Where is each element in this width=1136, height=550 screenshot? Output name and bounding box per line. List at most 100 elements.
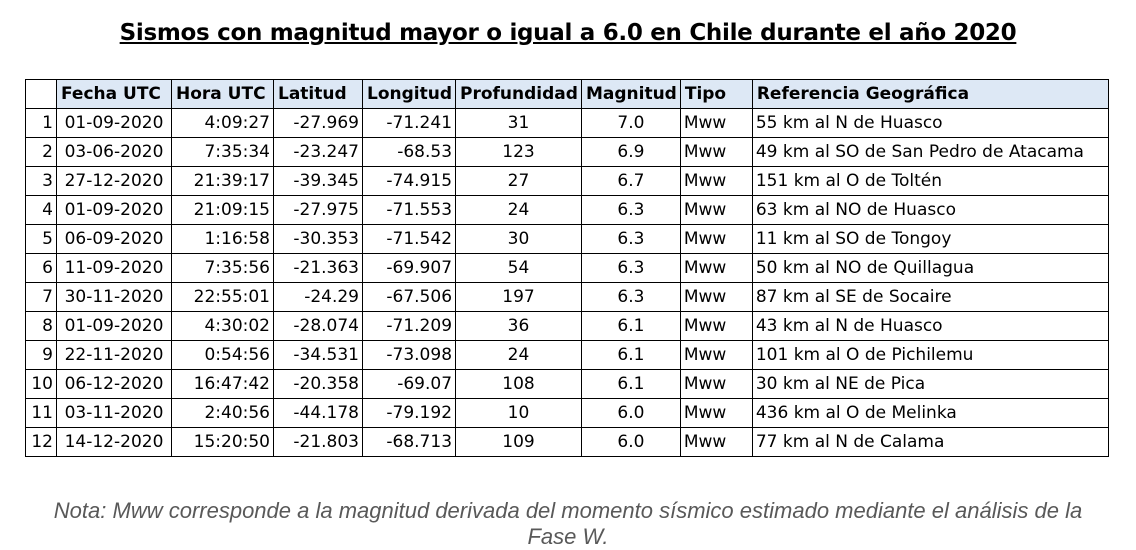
fecha-cell: 01-09-2020: [56, 311, 172, 341]
latitud-cell: -21.803: [273, 427, 363, 457]
longitud-cell: -74.915: [361, 166, 457, 196]
referencia-cell: 151 km al O de Toltén: [751, 166, 1109, 196]
magnitud-cell: 6.9: [580, 137, 681, 167]
row-index: 8: [25, 311, 57, 341]
magnitud-cell: 6.1: [580, 369, 681, 399]
referencia-cell: 30 km al NE de Pica: [751, 369, 1109, 399]
hora-cell: 16:47:42: [171, 369, 274, 399]
row-index: 4: [25, 195, 57, 225]
fecha-cell: 14-12-2020: [56, 427, 172, 457]
table-row: 2 03-06-2020 7:35:34 -23.247 -68.53 123 6.9 Mww…: [25, 137, 1109, 167]
hora-cell: 21:39:17: [171, 166, 274, 196]
referencia-cell: 55 km al N de Huasco: [751, 108, 1109, 138]
row-index: 9: [25, 340, 57, 370]
longitud-cell: -68.713: [361, 427, 457, 457]
magnitud-cell: 6.3: [580, 282, 681, 312]
table-row: 3 27-12-2020 21:39:17 -39.345 -74.915 27 6.7 Mw…: [25, 166, 1109, 196]
tipo-cell: Mww: [679, 253, 753, 283]
table-row: 10 06-12-2020 16:47:42 -20.358 -69.07 108 6.1 M…: [25, 369, 1109, 399]
page-title: Sismos con magnitud mayor o igual a 6.0 …: [119, 20, 1017, 46]
referencia-cell: 101 km al O de Pichilemu: [751, 340, 1109, 370]
longitud-cell: -67.506: [361, 282, 457, 312]
footnote: Nota: Mww corresponde a la magnitud deri…: [53, 498, 1083, 549]
header-magnitud: Magnitud: [580, 79, 681, 109]
table-row: 5 06-09-2020 1:16:58 -30.353 -71.542 30 6.3 Mww…: [25, 224, 1109, 254]
fecha-cell: 03-11-2020: [56, 398, 172, 428]
tipo-cell: Mww: [679, 108, 753, 138]
latitud-cell: -34.531: [273, 340, 363, 370]
referencia-cell: 11 km al SO de Tongoy: [751, 224, 1109, 254]
magnitud-cell: 6.1: [580, 340, 681, 370]
profundidad-cell: 197: [455, 282, 582, 312]
referencia-cell: 87 km al SE de Socaire: [751, 282, 1109, 312]
profundidad-cell: 24: [455, 340, 582, 370]
longitud-cell: -71.542: [361, 224, 457, 254]
table-header-row: Fecha UTC Hora UTC Latitud Longitud Prof…: [25, 79, 1109, 109]
latitud-cell: -23.247: [273, 137, 363, 167]
header-tipo: Tipo: [679, 79, 753, 109]
profundidad-cell: 30: [455, 224, 582, 254]
profundidad-cell: 123: [455, 137, 582, 167]
referencia-cell: 436 km al O de Melinka: [751, 398, 1109, 428]
profundidad-cell: 31: [455, 108, 582, 138]
latitud-cell: -39.345: [273, 166, 363, 196]
latitud-cell: -20.358: [273, 369, 363, 399]
row-index: 10: [25, 369, 57, 399]
latitud-cell: -44.178: [273, 398, 363, 428]
hora-cell: 1:16:58: [171, 224, 274, 254]
profundidad-cell: 24: [455, 195, 582, 225]
latitud-cell: -27.969: [273, 108, 363, 138]
fecha-cell: 30-11-2020: [56, 282, 172, 312]
magnitud-cell: 6.0: [580, 427, 681, 457]
table-row: 6 11-09-2020 7:35:56 -21.363 -69.907 54 6.3 Mww…: [25, 253, 1109, 283]
hora-cell: 4:09:27: [171, 108, 274, 138]
header-longitud: Longitud: [361, 79, 457, 109]
tipo-cell: Mww: [679, 427, 753, 457]
profundidad-cell: 54: [455, 253, 582, 283]
tipo-cell: Mww: [679, 282, 753, 312]
tipo-cell: Mww: [679, 195, 753, 225]
magnitud-cell: 7.0: [580, 108, 681, 138]
hora-cell: 7:35:56: [171, 253, 274, 283]
table-row: 8 01-09-2020 4:30:02 -28.074 -71.209 36 6.1 Mww…: [25, 311, 1109, 341]
hora-cell: 0:54:56: [171, 340, 274, 370]
header-fecha: Fecha UTC: [56, 79, 172, 109]
tipo-cell: Mww: [679, 311, 753, 341]
magnitud-cell: 6.0: [580, 398, 681, 428]
tipo-cell: Mww: [679, 224, 753, 254]
row-index: 1: [25, 108, 57, 138]
fecha-cell: 06-12-2020: [56, 369, 172, 399]
longitud-cell: -69.907: [361, 253, 457, 283]
tipo-cell: Mww: [679, 137, 753, 167]
row-index: 7: [25, 282, 57, 312]
header-hora: Hora UTC: [171, 79, 274, 109]
profundidad-cell: 10: [455, 398, 582, 428]
row-index: 12: [25, 427, 57, 457]
table-row: 12 14-12-2020 15:20:50 -21.803 -68.713 109 6.0…: [25, 427, 1109, 457]
profundidad-cell: 108: [455, 369, 582, 399]
table-row: 4 01-09-2020 21:09:15 -27.975 -71.553 24 6.3 Mw…: [25, 195, 1109, 225]
fecha-cell: 27-12-2020: [56, 166, 172, 196]
longitud-cell: -71.553: [361, 195, 457, 225]
fecha-cell: 06-09-2020: [56, 224, 172, 254]
row-index: 5: [25, 224, 57, 254]
profundidad-cell: 36: [455, 311, 582, 341]
hora-cell: 2:40:56: [171, 398, 274, 428]
table-row: 1 01-09-2020 4:09:27 -27.969 -71.241 31 7.0 Mww…: [25, 108, 1109, 138]
magnitud-cell: 6.3: [580, 195, 681, 225]
latitud-cell: -27.975: [273, 195, 363, 225]
referencia-cell: 43 km al N de Huasco: [751, 311, 1109, 341]
header-index: [25, 79, 57, 109]
referencia-cell: 49 km al SO de San Pedro de Atacama: [751, 137, 1109, 167]
latitud-cell: -21.363: [273, 253, 363, 283]
row-index: 2: [25, 137, 57, 167]
latitud-cell: -24.29: [273, 282, 363, 312]
hora-cell: 15:20:50: [171, 427, 274, 457]
referencia-cell: 77 km al N de Calama: [751, 427, 1109, 457]
table-row: 7 30-11-2020 22:55:01 -24.29 -67.506 197 6.3 Mw…: [25, 282, 1109, 312]
row-index: 11: [25, 398, 57, 428]
magnitud-cell: 6.7: [580, 166, 681, 196]
fecha-cell: 01-09-2020: [56, 195, 172, 225]
fecha-cell: 11-09-2020: [56, 253, 172, 283]
magnitud-cell: 6.1: [580, 311, 681, 341]
